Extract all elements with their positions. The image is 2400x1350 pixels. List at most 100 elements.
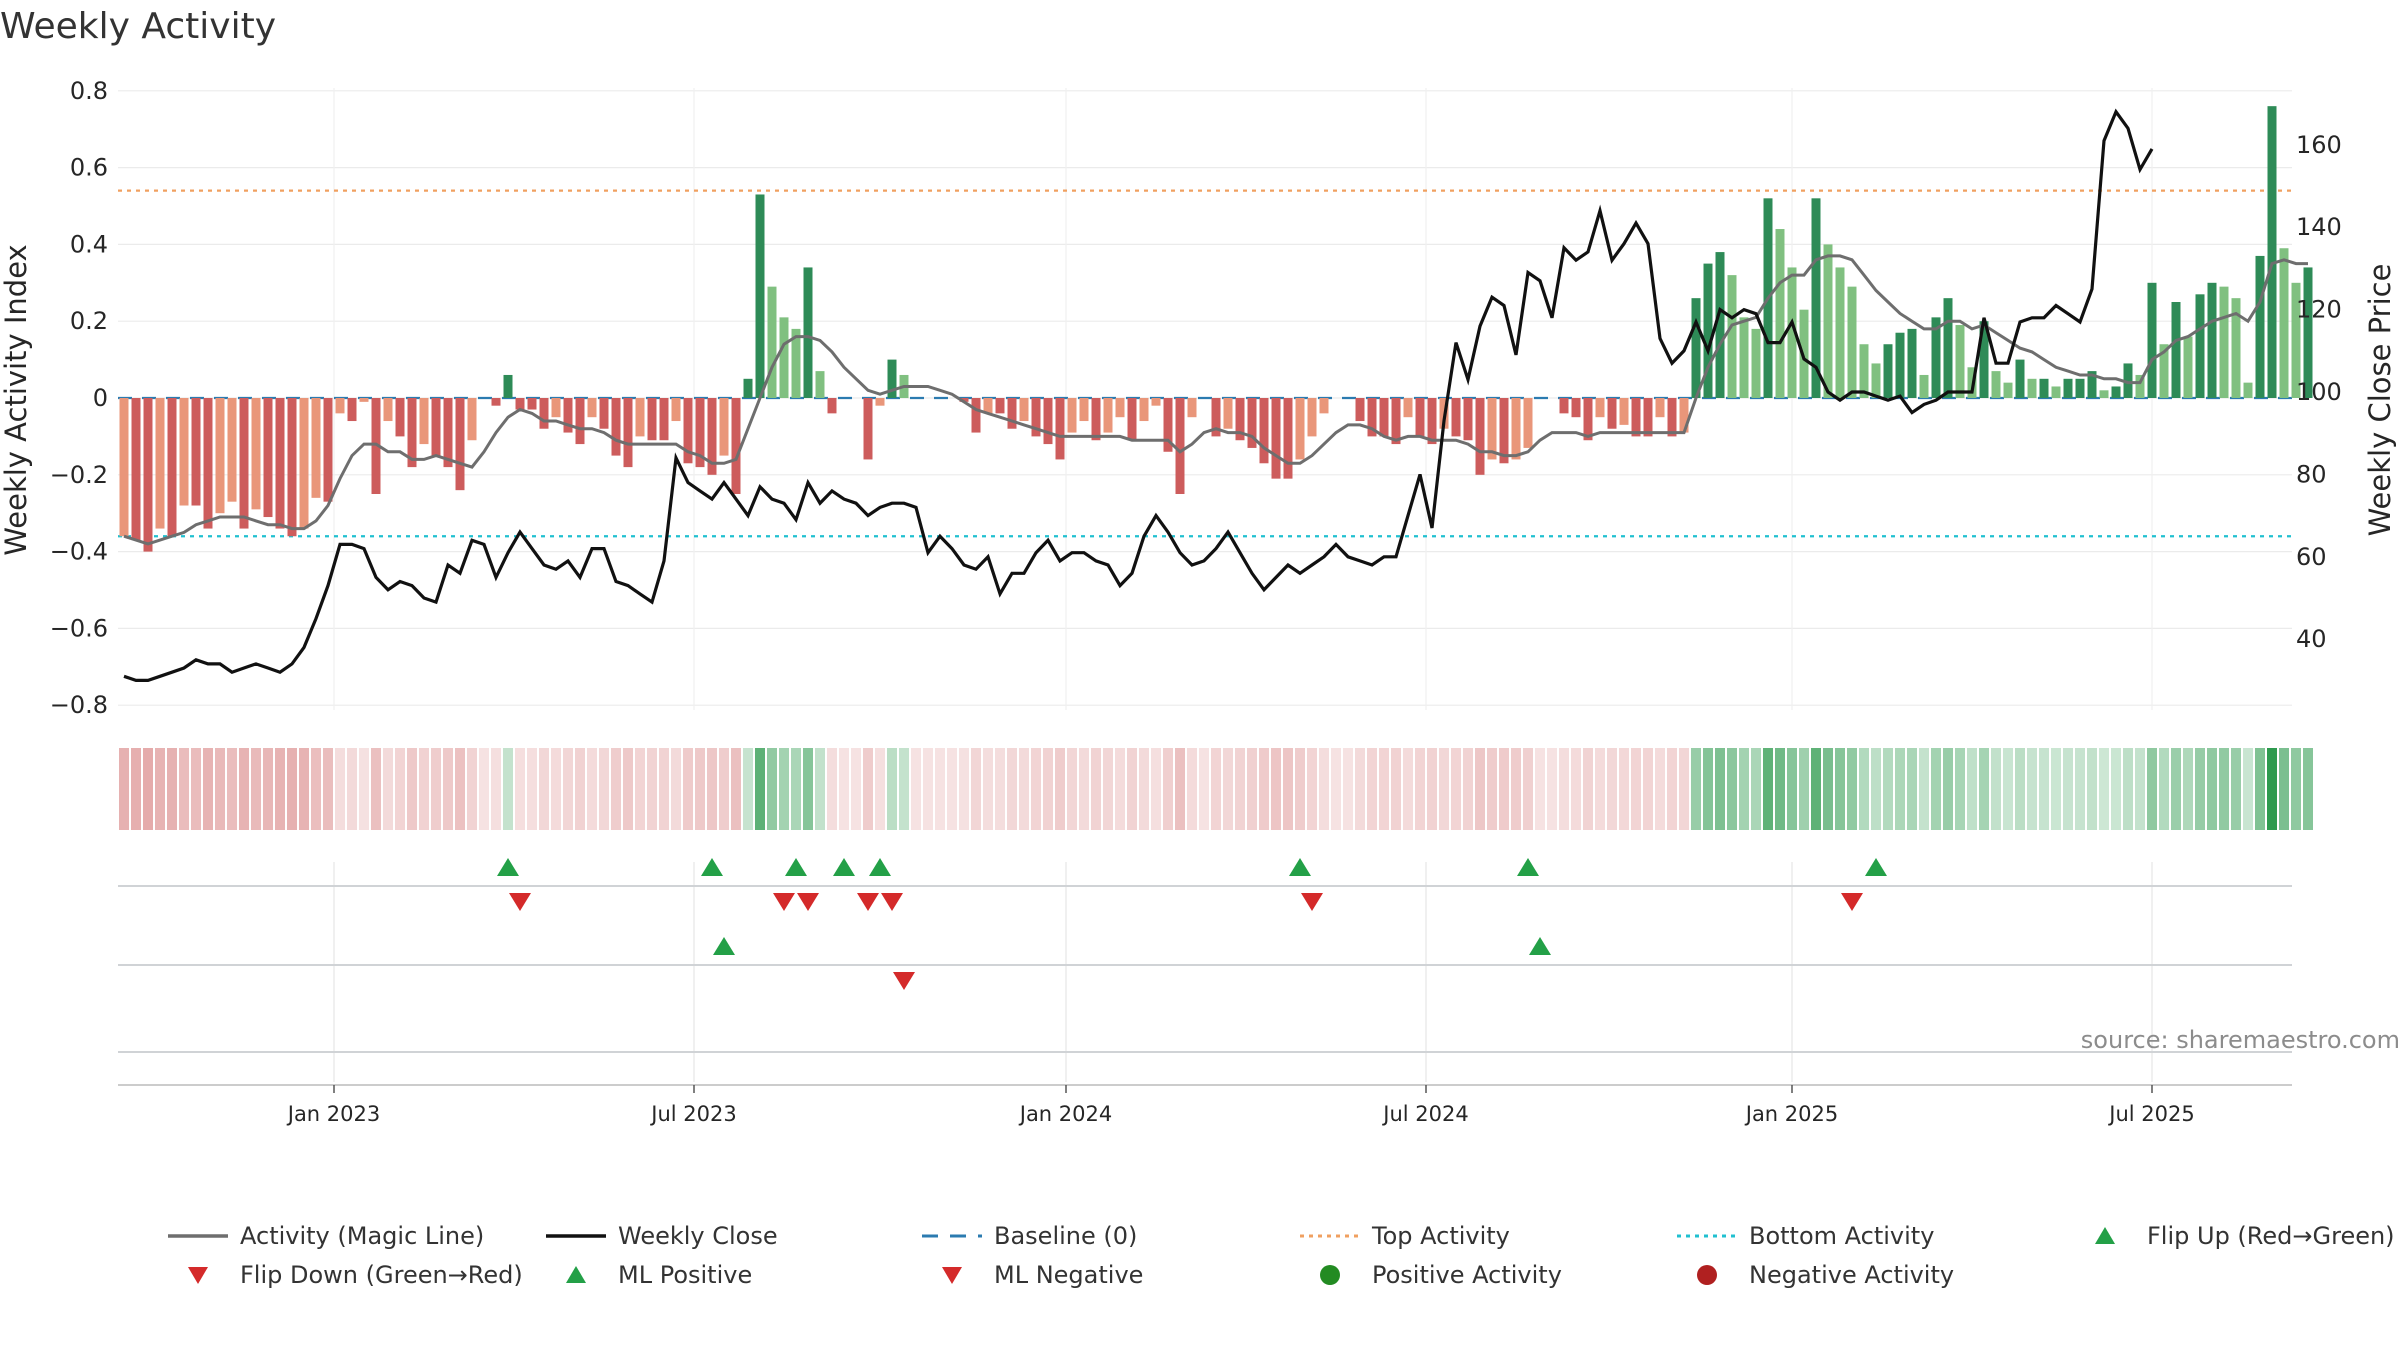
strip-cell <box>2123 748 2133 830</box>
strip-cell <box>887 748 897 830</box>
strip-cell <box>1835 748 1845 830</box>
activity-bar <box>443 398 453 468</box>
activity-bar <box>2219 286 2229 398</box>
strip-cell <box>767 748 777 830</box>
activity-bar <box>575 398 585 445</box>
flip-up-marker <box>785 858 807 876</box>
strip-cell <box>2219 748 2229 830</box>
strip-cell <box>2159 748 2169 830</box>
strip-cell <box>2231 748 2241 830</box>
activity-bar <box>1043 398 1053 445</box>
x-tick-label: Jul 2025 <box>2107 1102 2194 1126</box>
activity-bar <box>143 398 153 552</box>
activity-bar <box>1379 398 1389 437</box>
left-y-tick-label: 0.8 <box>70 77 108 105</box>
strip-cell <box>1859 748 1869 830</box>
activity-bar <box>2231 298 2241 398</box>
activity-bar <box>287 398 297 537</box>
strip-cell <box>2015 748 2025 830</box>
strip-cell <box>1943 748 1953 830</box>
activity-bar <box>1487 398 1497 460</box>
strip-cell <box>563 748 573 830</box>
signal-rows <box>118 858 2292 1053</box>
activity-bar <box>527 398 537 410</box>
activity-heat-strip <box>119 748 2313 830</box>
activity-bar <box>407 398 417 468</box>
flip-up-marker <box>1289 858 1311 876</box>
strip-cell <box>1199 748 1209 830</box>
activity-bar <box>455 398 465 491</box>
source-credit: source: sharemaestro.com <box>2081 1026 2400 1054</box>
strip-cell <box>311 748 321 830</box>
strip-cell <box>1451 748 1461 830</box>
strip-cell <box>683 748 693 830</box>
activity-bar <box>2039 378 2049 398</box>
activity-bar <box>2183 336 2193 398</box>
activity-bar <box>707 398 717 475</box>
left-y-tick-label: 0.4 <box>70 230 108 258</box>
activity-bar <box>1751 328 1761 398</box>
strip-cell <box>1703 748 1713 830</box>
activity-bar <box>1463 398 1473 441</box>
strip-cell <box>623 748 633 830</box>
strip-cell <box>1571 748 1581 830</box>
activity-bar <box>1283 398 1293 479</box>
activity-bar <box>131 398 141 541</box>
strip-cell <box>1319 748 1329 830</box>
activity-bar <box>227 398 237 502</box>
strip-cell <box>1223 748 1233 830</box>
activity-bar <box>2051 386 2061 398</box>
flip-up-marker <box>1517 858 1539 876</box>
strip-cell <box>731 748 741 830</box>
strip-cell <box>635 748 645 830</box>
strip-cell <box>1775 748 1785 830</box>
strip-cell <box>479 748 489 830</box>
strip-cell <box>371 748 381 830</box>
activity-bar <box>743 378 753 398</box>
strip-cell <box>2171 748 2181 830</box>
strip-cell <box>503 748 513 830</box>
strip-cell <box>899 748 909 830</box>
strip-cell <box>287 748 297 830</box>
strip-cell <box>1655 748 1665 830</box>
strip-cell <box>431 748 441 830</box>
strip-cell <box>1979 748 1989 830</box>
activity-bar <box>431 398 441 456</box>
activity-bar <box>1583 398 1593 441</box>
activity-bar <box>1259 398 1269 464</box>
left-y-tick-label: −0.6 <box>50 614 108 642</box>
activity-bar <box>311 398 321 498</box>
activity-bar <box>2123 363 2133 398</box>
x-tick-label: Jan 2025 <box>1744 1102 1839 1126</box>
strip-cell <box>1499 748 1509 830</box>
weekly-close-line <box>123 108 2154 683</box>
left-y-axis: 0.8 0.6 0.4 0.2 0 −0.2 −0.4 −0.6 −0.8 <box>50 77 108 719</box>
strip-cell <box>191 748 201 830</box>
legend-swatch-circle <box>1320 1265 1340 1285</box>
activity-bar <box>2195 294 2205 398</box>
activity-bar <box>755 194 765 398</box>
activity-bar <box>827 398 837 414</box>
activity-bar <box>491 398 501 406</box>
right-y-tick-label: 140 <box>2296 213 2342 241</box>
strip-cell <box>743 748 753 830</box>
strip-cell <box>1379 748 1389 830</box>
flip-down-marker <box>797 893 819 911</box>
strip-cell <box>1991 748 2001 830</box>
activity-bars <box>119 106 2313 552</box>
legend-swatch-triangle-down <box>942 1267 962 1284</box>
right-y-tick-label: 160 <box>2296 131 2342 159</box>
activity-bar <box>779 317 789 398</box>
activity-bar <box>1859 344 1869 398</box>
strip-cell <box>119 748 129 830</box>
activity-bar <box>395 398 405 437</box>
left-y-tick-label: −0.2 <box>50 461 108 489</box>
strip-cell <box>575 748 585 830</box>
activity-bar <box>1979 321 1989 398</box>
strip-cell <box>263 748 273 830</box>
activity-bar <box>587 398 597 418</box>
strip-cell <box>1127 748 1137 830</box>
strip-cell <box>2003 748 2013 830</box>
strip-cell <box>203 748 213 830</box>
flip-up-marker <box>701 858 723 876</box>
